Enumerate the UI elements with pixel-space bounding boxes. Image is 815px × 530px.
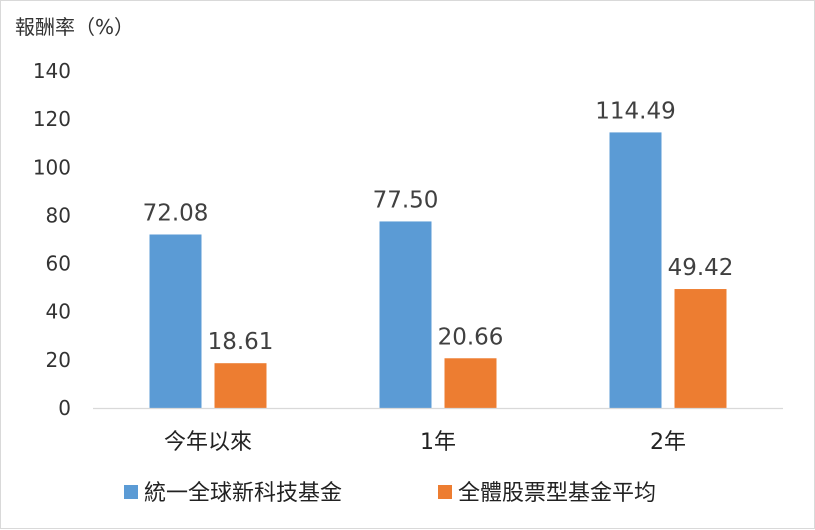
bar-fund [379,221,432,408]
data-label: 49.42 [668,255,734,281]
x-tick-label: 2年 [650,430,686,455]
legend-swatch [124,485,138,499]
legend: 統一全球新科技基金 全體股票型基金平均 [124,481,656,506]
y-tick-label: 60 [46,252,71,276]
legend-item: 全體股票型基金平均 [438,481,656,506]
y-tick-labels: 0 20 40 60 80 100 120 140 [33,59,71,420]
data-labels: 72.08 18.61 77.50 20.66 114.49 49.42 [143,98,734,355]
bar-average [214,363,267,408]
data-label: 18.61 [208,329,274,355]
bar-average [674,289,727,408]
y-tick-label: 120 [33,107,71,131]
legend-swatch [438,485,452,499]
data-label: 114.49 [595,98,675,124]
y-tick-label: 0 [58,396,71,420]
data-label: 20.66 [438,324,504,350]
y-tick-label: 40 [46,300,71,324]
bar-fund [149,234,202,408]
x-tick-label: 今年以來 [164,430,252,455]
legend-label: 統一全球新科技基金 [144,481,342,506]
y-tick-label: 80 [46,203,71,227]
y-tick-label: 20 [46,348,71,372]
legend-item: 統一全球新科技基金 [124,481,342,506]
bar-average [444,358,497,408]
x-tick-label: 1年 [420,430,456,455]
y-tick-label: 100 [33,155,71,179]
legend-label: 全體股票型基金平均 [458,481,656,506]
data-label: 72.08 [143,200,209,226]
x-tick-labels: 今年以來 1年 2年 [164,430,686,455]
data-label: 77.50 [373,187,439,213]
bars [149,132,727,408]
y-axis-label: 報酬率（%） [15,15,134,39]
y-tick-label: 140 [33,59,71,83]
bar-fund [609,132,662,408]
